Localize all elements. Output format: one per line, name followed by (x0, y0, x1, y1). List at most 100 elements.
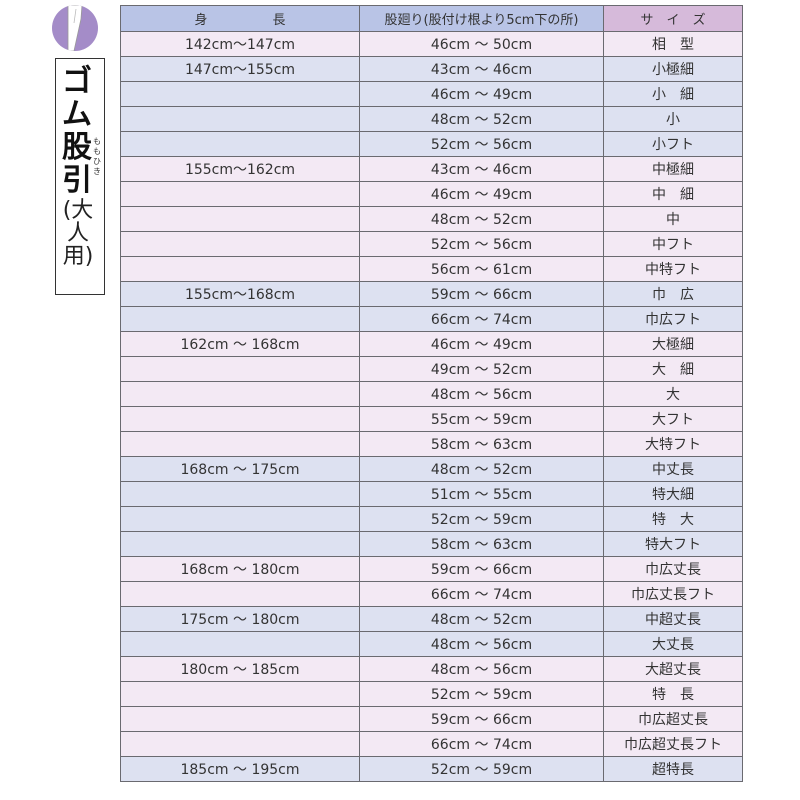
height-cell (120, 506, 360, 532)
table-row: 49cm ～ 52cm 大 細 (120, 356, 743, 382)
product-title-ruby: ももひき (93, 137, 101, 176)
table-row: 58cm ～ 63cm 大特フト (120, 431, 743, 457)
height-cell (120, 306, 360, 332)
size-cell: 巾広丈長フト (603, 581, 743, 607)
table-row: 168cm ～ 175cm 48cm ～ 52cm 中丈長 (120, 456, 743, 482)
girth-cell: 52cm ～ 59cm (359, 756, 604, 782)
table-row: 52cm ～ 56cm 小フト (120, 131, 743, 157)
size-cell: 特 長 (603, 681, 743, 707)
girth-cell: 59cm ～ 66cm (359, 706, 604, 732)
girth-cell: 58cm ～ 63cm (359, 431, 604, 457)
size-cell: 特大フト (603, 531, 743, 557)
girth-cell: 43cm ～ 46cm (359, 56, 604, 82)
girth-cell: 46cm ～ 49cm (359, 331, 604, 357)
table-row: 46cm ～ 49cm 中 細 (120, 181, 743, 207)
height-cell (120, 681, 360, 707)
girth-cell: 48cm ～ 52cm (359, 106, 604, 132)
height-cell (120, 106, 360, 132)
height-cell (120, 581, 360, 607)
table-row: 48cm ～ 52cm 中 (120, 206, 743, 232)
size-cell: 中超丈長 (603, 606, 743, 632)
height-cell: 168cm ～ 175cm (120, 456, 360, 482)
table-row: 52cm ～ 59cm 特 大 (120, 506, 743, 532)
girth-cell: 59cm ～ 66cm (359, 556, 604, 582)
size-cell: 相 型 (603, 31, 743, 57)
table-row: 52cm ～ 59cm 特 長 (120, 681, 743, 707)
table-row: 56cm ～ 61cm 中特フト (120, 256, 743, 282)
height-cell: 185cm ～ 195cm (120, 756, 360, 782)
size-cell: 大特フト (603, 431, 743, 457)
girth-cell: 46cm ～ 50cm (359, 31, 604, 57)
height-cell (120, 481, 360, 507)
table-row: 48cm ～ 52cm 小 (120, 106, 743, 132)
table-header-row: 身 長 股廻り(股付け根より5cm下の所) サ イ ズ (120, 5, 743, 32)
girth-cell: 52cm ～ 59cm (359, 681, 604, 707)
girth-cell: 51cm ～ 55cm (359, 481, 604, 507)
height-cell (120, 181, 360, 207)
table-row: 48cm ～ 56cm 大 (120, 381, 743, 407)
header-height: 身 長 (120, 5, 360, 32)
height-cell: 180cm ～ 185cm (120, 656, 360, 682)
girth-cell: 66cm ～ 74cm (359, 731, 604, 757)
girth-cell: 48cm ～ 56cm (359, 381, 604, 407)
table-row: 66cm ～ 74cm 巾広フト (120, 306, 743, 332)
girth-cell: 48cm ～ 52cm (359, 456, 604, 482)
girth-cell: 49cm ～ 52cm (359, 356, 604, 382)
height-cell (120, 81, 360, 107)
size-cell: 大フト (603, 406, 743, 432)
height-cell (120, 431, 360, 457)
girth-cell: 52cm ～ 56cm (359, 131, 604, 157)
height-cell (120, 256, 360, 282)
table-row: 168cm ～ 180cm 59cm ～ 66cm 巾広丈長 (120, 556, 743, 582)
height-cell (120, 706, 360, 732)
height-cell (120, 406, 360, 432)
size-cell: 特大細 (603, 481, 743, 507)
height-cell (120, 206, 360, 232)
product-subtitle: (大人用) (62, 198, 94, 269)
size-cell: 巾広超丈長 (603, 706, 743, 732)
table-row: 180cm ～ 185cm 48cm ～ 56cm 大超丈長 (120, 656, 743, 682)
header-girth: 股廻り(股付け根より5cm下の所) (359, 5, 604, 32)
height-cell: 168cm ～ 180cm (120, 556, 360, 582)
size-cell: 超特長 (603, 756, 743, 782)
size-cell: 大丈長 (603, 631, 743, 657)
girth-cell: 46cm ～ 49cm (359, 81, 604, 107)
size-cell: 中極細 (603, 156, 743, 182)
girth-cell: 43cm ～ 46cm (359, 156, 604, 182)
girth-cell: 46cm ～ 49cm (359, 181, 604, 207)
girth-cell: 59cm ～ 66cm (359, 281, 604, 307)
table-row: 66cm ～ 74cm 巾広丈長フト (120, 581, 743, 607)
height-cell: 162cm ～ 168cm (120, 331, 360, 357)
table-row: 48cm ～ 56cm 大丈長 (120, 631, 743, 657)
height-cell (120, 231, 360, 257)
girth-cell: 66cm ～ 74cm (359, 581, 604, 607)
table-row: 147cm～155cm 43cm ～ 46cm 小極細 (120, 56, 743, 82)
girth-cell: 48cm ～ 56cm (359, 656, 604, 682)
size-cell: 大 細 (603, 356, 743, 382)
table-row: 59cm ～ 66cm 巾広超丈長 (120, 706, 743, 732)
size-chart-table: 身 長 股廻り(股付け根より5cm下の所) サ イ ズ 142cm～147cm 4… (120, 5, 743, 782)
height-cell: 142cm～147cm (120, 31, 360, 57)
header-size: サ イ ズ (603, 5, 743, 32)
size-cell: 中特フト (603, 256, 743, 282)
girth-cell: 66cm ～ 74cm (359, 306, 604, 332)
girth-cell: 48cm ～ 52cm (359, 206, 604, 232)
size-cell: 巾広丈長 (603, 556, 743, 582)
table-row: 51cm ～ 55cm 特大細 (120, 481, 743, 507)
height-cell (120, 631, 360, 657)
size-cell: 中丈長 (603, 456, 743, 482)
product-label: ゴム股引 ももひき (大人用) (55, 58, 105, 295)
table-row: 185cm ～ 195cm 52cm ～ 59cm 超特長 (120, 756, 743, 782)
size-cell: 大 (603, 381, 743, 407)
size-cell: 特 大 (603, 506, 743, 532)
table-row: 58cm ～ 63cm 特大フト (120, 531, 743, 557)
table-row: 155cm～168cm 59cm ～ 66cm 巾 広 (120, 281, 743, 307)
size-cell: 巾広フト (603, 306, 743, 332)
girth-cell: 56cm ～ 61cm (359, 256, 604, 282)
height-cell (120, 131, 360, 157)
size-cell: 大極細 (603, 331, 743, 357)
table-row: 175cm ～ 180cm 48cm ～ 52cm 中超丈長 (120, 606, 743, 632)
size-cell: 巾広超丈長フト (603, 731, 743, 757)
table-row: 46cm ～ 49cm 小 細 (120, 81, 743, 107)
size-cell: 中 (603, 206, 743, 232)
